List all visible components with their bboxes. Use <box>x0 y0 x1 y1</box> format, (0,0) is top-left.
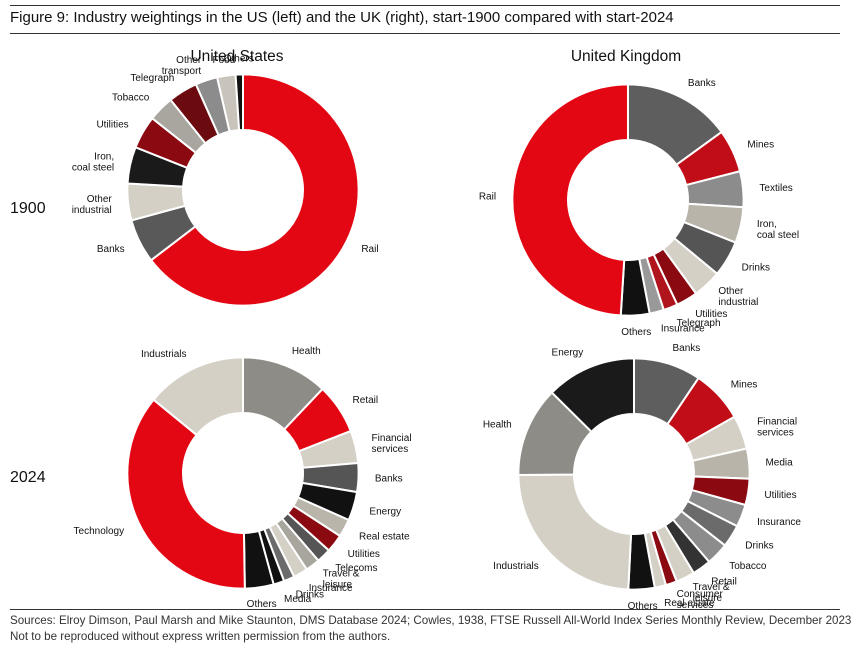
slice-label-uk-1900-iron-coal-steel: Iron, coal steel <box>757 219 799 241</box>
donut-uk-2024: Banks Mines Financial services Media Utilitie… <box>483 343 802 612</box>
slice-label-us-2024-media: Media <box>284 594 312 605</box>
slice-label-us-1900-other-transport: Other transport <box>162 55 202 77</box>
slice-us-2024-industrials <box>152 356 244 437</box>
slice-label-us-2024-banks: Banks <box>375 474 403 485</box>
slice-label-uk-2024-others: Others <box>628 601 658 612</box>
row-label-1900: 1900 <box>10 200 46 217</box>
slice-label-uk-1900-rail: Rail <box>479 191 496 202</box>
slice-uk-2024-industrials <box>517 473 633 591</box>
slice-label-us-2024-technology: Technology <box>74 526 125 537</box>
slice-us-1900-rail <box>149 73 360 307</box>
slice-label-uk-2024-industrials: Industrials <box>493 561 539 572</box>
slice-label-uk-2024-retail: Retail <box>711 577 737 588</box>
row-label-2024: 2024 <box>10 469 46 486</box>
slice-label-uk-2024-consumer-services: Consumer services <box>677 589 724 611</box>
slice-label-uk-2024-utilities: Utilities <box>764 490 796 501</box>
slice-label-uk-2024-media: Media <box>765 458 793 469</box>
column-title-united-states: United States <box>190 48 284 65</box>
slice-label-us-2024-utilities: Utilities <box>348 549 380 560</box>
slice-label-us-1900-others: Others <box>224 54 254 65</box>
slice-label-us-2024-drinks: Drinks <box>296 590 324 601</box>
slice-label-us-2024-others: Others <box>247 599 277 610</box>
slice-label-us-2024-real-estate: Real estate <box>359 531 410 542</box>
figure-title: Figure 9: Industry weightings in the US … <box>10 9 674 26</box>
slice-label-us-2024-industrials: Industrials <box>141 349 187 360</box>
slice-label-uk-2024-financial-services: Financial services <box>757 416 797 438</box>
slice-label-us-1900-banks: Banks <box>97 244 125 255</box>
slice-label-uk-2024-tobacco: Tobacco <box>729 561 767 572</box>
slice-us-1900-others <box>234 73 244 132</box>
slice-label-us-2024-telecoms: Telecoms <box>335 563 377 574</box>
slice-label-uk-1900-insurance: Insurance <box>661 323 705 334</box>
slice-uk-1900-rail <box>511 83 629 317</box>
donut-us-2024: Health Retail Financial services Banks Energy… <box>74 346 412 610</box>
slice-label-uk-1900-telegraph: Telegraph <box>677 318 721 329</box>
slice-label-us-1900-utilities: Utilities <box>96 120 128 131</box>
donut-us-1900: Rail Banks Other industrial Iron, coal steel U… <box>72 54 379 307</box>
slice-label-uk-2024-real-estate: Real estate <box>664 598 715 609</box>
source-note: Sources: Elroy Dimson, Paul Marsh and Mi… <box>10 614 852 627</box>
slice-label-us-1900-other-industrial: Other industrial <box>72 194 113 216</box>
slice-label-us-2024-financial-services: Financial services <box>372 433 412 455</box>
slice-label-uk-1900-mines: Mines <box>747 139 774 150</box>
slice-label-us-2024-energy: Energy <box>369 507 401 518</box>
slice-label-us-2024-travel-and-leisure: Travel & leisure <box>323 568 360 590</box>
slice-label-us-2024-health: Health <box>292 346 321 357</box>
slice-us-2024-technology <box>126 398 246 590</box>
donut-uk-1900: Banks Mines Textiles Iron, coal steel Drinks O… <box>479 78 799 338</box>
slice-label-uk-2024-health: Health <box>483 420 512 431</box>
column-title-united-kingdom: United Kingdom <box>570 48 682 65</box>
slice-label-uk-2024-drinks: Drinks <box>745 540 773 551</box>
slice-label-uk-1900-other-industrial: Other industrial <box>718 286 758 308</box>
slice-label-us-1900-telegraph: Telegraph <box>130 73 174 84</box>
slice-label-us-1900-tobacco: Tobacco <box>112 93 150 104</box>
slice-label-uk-1900-drinks: Drinks <box>742 263 770 274</box>
title-rule <box>10 33 840 34</box>
slice-label-uk-2024-banks: Banks <box>673 343 701 354</box>
slice-label-us-2024-retail: Retail <box>353 395 379 406</box>
slice-label-uk-2024-mines: Mines <box>731 380 758 391</box>
slice-label-uk-1900-others: Others <box>621 327 651 338</box>
copyright-note: Not to be reproduced without express wri… <box>10 630 391 643</box>
top-rule <box>10 5 840 6</box>
slice-label-us-1900-rail: Rail <box>361 244 378 255</box>
slice-label-us-1900-iron-coal-steel: Iron, coal steel <box>72 152 114 174</box>
slice-label-uk-1900-banks: Banks <box>688 78 716 89</box>
slice-label-uk-2024-travel-and-leisure: Travel & leisure <box>693 582 730 604</box>
slice-uk-2024-energy <box>550 357 635 434</box>
slice-label-uk-2024-energy: Energy <box>552 348 584 359</box>
slice-label-us-1900-food: Food <box>213 55 236 66</box>
slice-label-uk-1900-textiles: Textiles <box>759 183 792 194</box>
slice-label-uk-2024-insurance: Insurance <box>757 517 801 528</box>
bottom-rule <box>10 609 840 610</box>
slice-label-us-2024-insurance: Insurance <box>309 583 353 594</box>
slice-label-uk-1900-utilities: Utilities <box>695 309 727 320</box>
